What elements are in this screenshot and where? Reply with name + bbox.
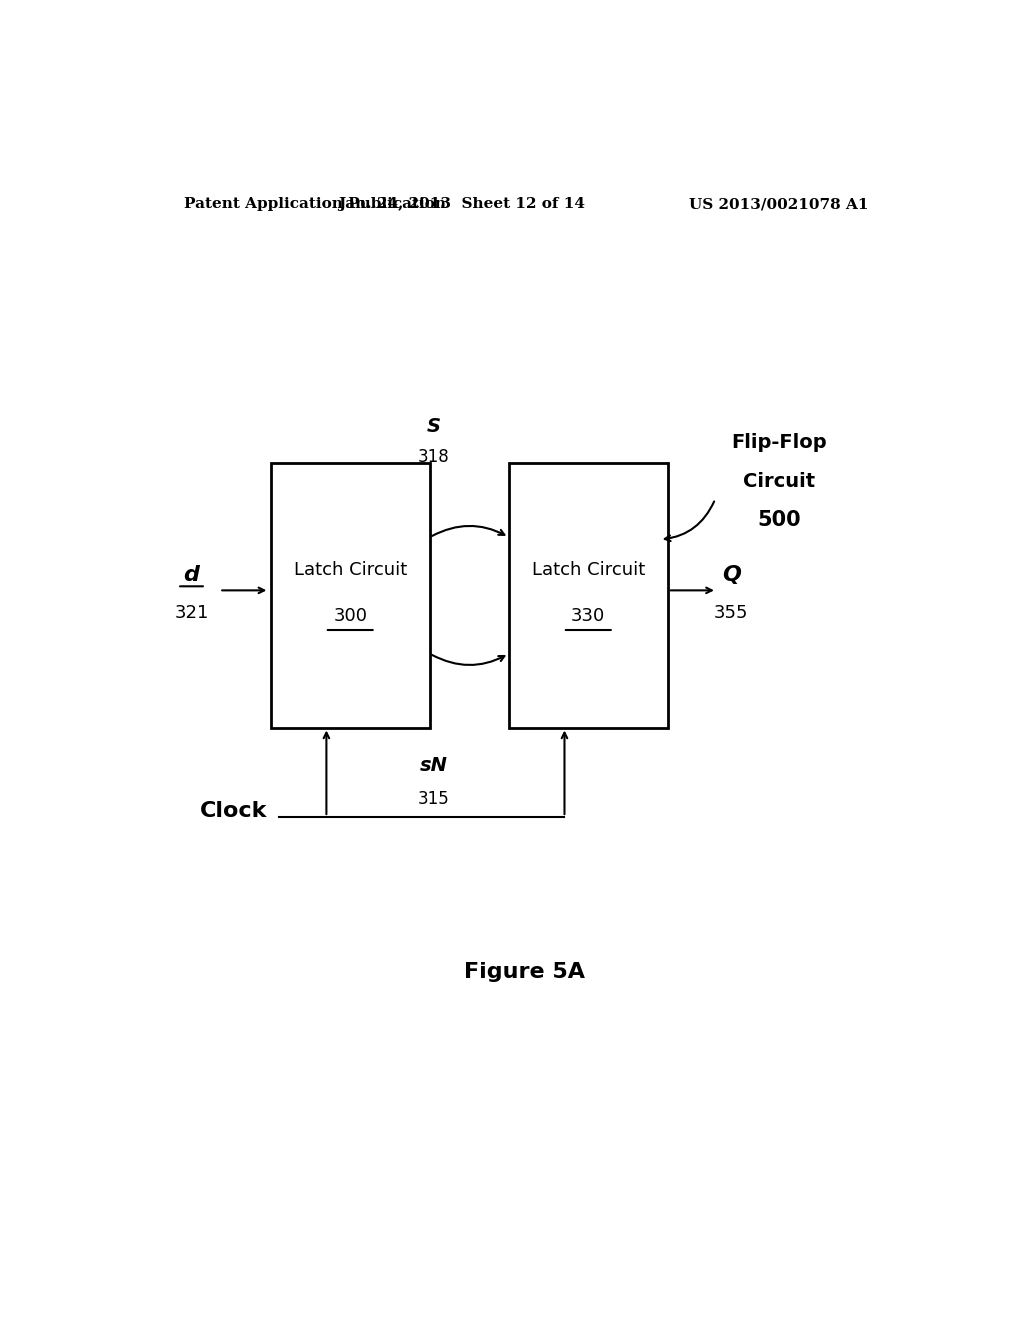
Text: 330: 330 xyxy=(571,607,605,624)
Text: Circuit: Circuit xyxy=(742,473,815,491)
Text: US 2013/0021078 A1: US 2013/0021078 A1 xyxy=(689,197,868,211)
Text: Latch Circuit: Latch Circuit xyxy=(531,561,645,579)
Bar xyxy=(270,463,430,727)
Text: sN: sN xyxy=(420,755,447,775)
Text: Jan. 24, 2013  Sheet 12 of 14: Jan. 24, 2013 Sheet 12 of 14 xyxy=(338,197,585,211)
Text: Q: Q xyxy=(722,565,740,585)
Text: Flip-Flop: Flip-Flop xyxy=(731,433,826,453)
Text: Patent Application Publication: Patent Application Publication xyxy=(183,197,445,211)
Text: Latch Circuit: Latch Circuit xyxy=(294,561,407,579)
Text: 500: 500 xyxy=(757,511,801,531)
Text: d: d xyxy=(183,565,200,585)
Text: 321: 321 xyxy=(174,603,209,622)
Text: Clock: Clock xyxy=(200,801,267,821)
Text: 318: 318 xyxy=(418,449,450,466)
Text: 315: 315 xyxy=(418,789,450,808)
Bar xyxy=(509,463,668,727)
Text: Figure 5A: Figure 5A xyxy=(464,961,586,982)
Text: 355: 355 xyxy=(714,603,749,622)
Text: S: S xyxy=(427,417,440,436)
Text: 300: 300 xyxy=(333,607,368,624)
